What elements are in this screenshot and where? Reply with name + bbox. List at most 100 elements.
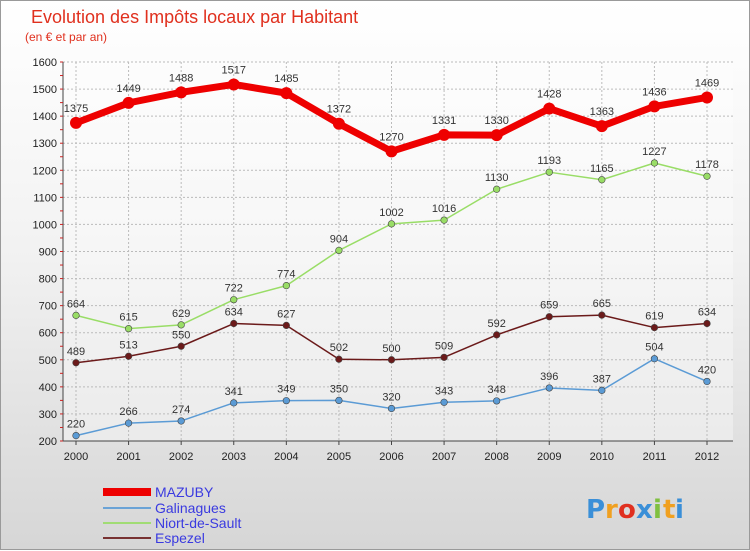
- data-point: [282, 321, 290, 330]
- data-label: 659: [540, 300, 558, 312]
- data-label: 1488: [169, 72, 193, 84]
- data-point: [124, 325, 133, 333]
- data-point: [545, 384, 553, 392]
- data-label: 664: [67, 298, 85, 310]
- x-tick-label: 2009: [537, 451, 561, 463]
- y-tick-label: 1100: [33, 192, 57, 204]
- data-label: 1363: [590, 106, 614, 118]
- data-point: [227, 78, 240, 91]
- data-point: [175, 86, 188, 99]
- x-tick-label: 2007: [432, 451, 456, 463]
- data-point: [230, 319, 238, 328]
- data-label: 629: [172, 308, 190, 320]
- x-tick-label: 2012: [695, 451, 719, 463]
- data-point: [70, 116, 82, 129]
- y-tick-label: 600: [39, 328, 57, 340]
- data-point: [598, 176, 606, 184]
- legend-label: Espezel: [155, 530, 205, 546]
- data-label: 1436: [642, 86, 666, 98]
- data-point: [703, 377, 711, 386]
- data-label: 341: [225, 386, 243, 398]
- logo-letter: o: [618, 495, 636, 525]
- data-label: 420: [698, 364, 716, 376]
- logo-letter: t: [663, 495, 675, 525]
- data-label: 513: [119, 339, 137, 351]
- data-point: [72, 431, 80, 440]
- data-point: [385, 145, 398, 158]
- grid: [63, 61, 733, 442]
- legend-label: Galinagues: [155, 500, 226, 516]
- data-point: [335, 355, 343, 363]
- data-label: 1375: [64, 103, 88, 115]
- data-point: [595, 120, 608, 133]
- data-point: [545, 313, 553, 321]
- data-label: 266: [119, 406, 137, 418]
- data-point: [332, 117, 345, 130]
- data-label: 550: [172, 329, 190, 341]
- data-label: 904: [330, 233, 348, 245]
- y-tick-label: 500: [39, 355, 57, 367]
- data-label: 509: [435, 340, 453, 352]
- data-label: 1517: [222, 64, 246, 76]
- y-tick-label: 200: [39, 436, 57, 448]
- data-point: [387, 220, 396, 228]
- data-point: [124, 419, 133, 427]
- data-point: [703, 319, 711, 328]
- data-point: [648, 100, 661, 113]
- data-label: 1372: [327, 104, 351, 116]
- data-label: 1016: [432, 203, 456, 215]
- data-label: 592: [487, 318, 505, 330]
- data-point: [177, 321, 185, 329]
- data-point: [387, 356, 396, 364]
- logo-letter: r: [605, 495, 618, 525]
- logo-letter: x: [636, 495, 653, 525]
- data-label: 665: [593, 298, 611, 310]
- x-tick-label: 2002: [169, 451, 193, 463]
- data-point: [598, 311, 606, 319]
- data-point: [703, 172, 711, 180]
- chart-title: Evolution des Impôts locaux par Habitant: [31, 7, 358, 27]
- data-point: [177, 342, 185, 350]
- data-label: 1330: [484, 115, 508, 127]
- data-label: 500: [382, 343, 400, 355]
- series-lines: [70, 78, 713, 440]
- x-tick-label: 2011: [643, 451, 667, 463]
- data-point: [650, 355, 659, 363]
- x-tick-label: 2004: [274, 451, 298, 463]
- x-tick-label: 2010: [590, 451, 614, 463]
- y-tick-label: 700: [39, 301, 57, 313]
- y-tick-label: 1300: [33, 138, 57, 150]
- data-point: [282, 282, 290, 290]
- data-point: [282, 397, 290, 405]
- legend-label: MAZUBY: [155, 484, 214, 500]
- data-label: 320: [382, 392, 400, 404]
- chart-subtitle: (en € et par an): [25, 30, 107, 44]
- data-point: [440, 353, 448, 361]
- data-point: [177, 417, 185, 425]
- data-label: 1178: [695, 159, 719, 171]
- data-point: [230, 399, 238, 407]
- y-tick-label: 1000: [33, 219, 57, 231]
- data-label: 274: [172, 404, 190, 416]
- y-tick-label: 1200: [33, 165, 57, 177]
- y-tick-label: 1500: [33, 84, 57, 96]
- data-labels: 220 266 274 341 349 350 320 343 348 396 387 504 420 6…: [64, 64, 719, 430]
- x-tick-label: 2003: [222, 451, 246, 463]
- data-point: [545, 168, 553, 176]
- data-label: 634: [698, 307, 716, 319]
- data-point: [335, 246, 343, 255]
- data-label: 774: [277, 269, 295, 281]
- logo-letter: i: [675, 495, 684, 525]
- logo-letter: P: [586, 495, 605, 525]
- data-point: [493, 397, 501, 405]
- data-point: [122, 96, 135, 109]
- data-label: 1485: [274, 73, 298, 85]
- y-tick-label: 1400: [33, 111, 57, 123]
- data-label: 1469: [695, 77, 719, 89]
- data-point: [72, 359, 80, 367]
- data-label: 722: [225, 283, 243, 295]
- legend-label: Niort-de-Sault: [155, 515, 241, 531]
